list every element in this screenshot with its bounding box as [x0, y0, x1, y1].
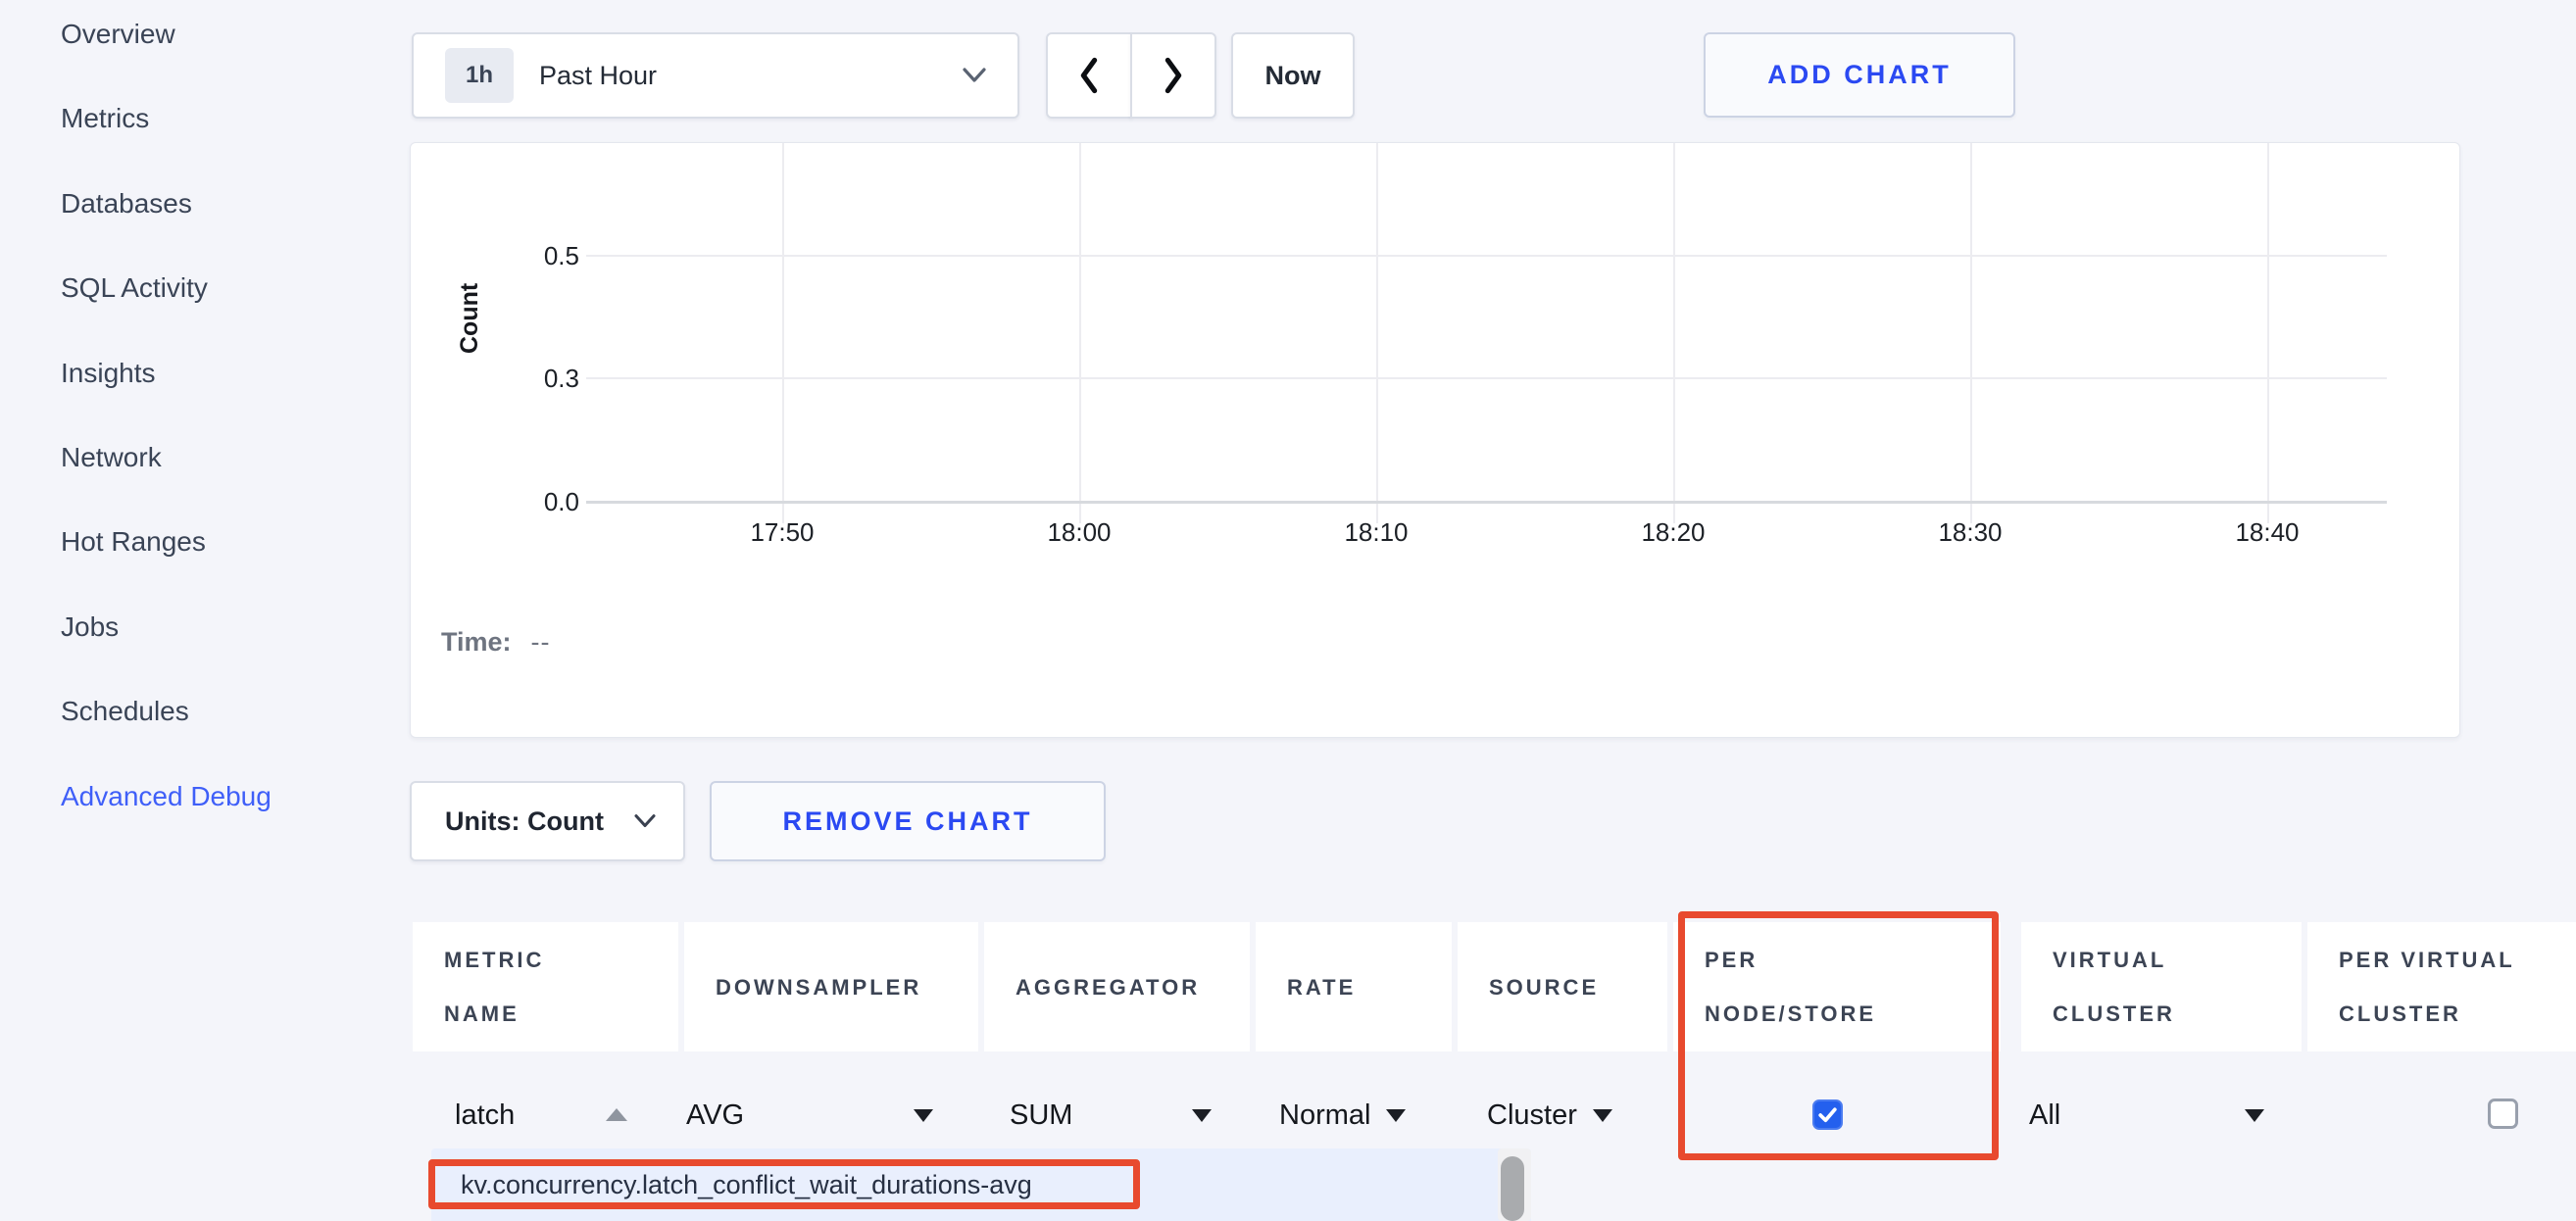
hover-time-label: Time:: [441, 627, 512, 657]
metric-name-input[interactable]: [446, 1088, 593, 1143]
gridline: [1079, 143, 1081, 523]
hover-time-readout: Time: --: [441, 627, 551, 658]
chart-card: Count 0.5 0.3 0.0 17:50 18:00 18:10 18:2…: [410, 142, 2460, 738]
remove-chart-button[interactable]: REMOVE CHART: [710, 781, 1106, 861]
column-header-per-node-store: PER NODE/STORE: [1673, 922, 2001, 1051]
column-header-source: SOURCE: [1458, 922, 1667, 1051]
sidebar-item-schedules[interactable]: Schedules: [61, 696, 189, 726]
previous-timeframe-button[interactable]: [1046, 32, 1132, 119]
x-tick-label: 18:00: [1047, 517, 1112, 547]
gridline: [2267, 143, 2269, 523]
x-tick-label: 18:30: [1938, 517, 2003, 547]
time-range-label: Past Hour: [539, 60, 658, 90]
source-select[interactable]: Cluster: [1487, 1088, 1612, 1143]
x-tick-label: 18:10: [1344, 517, 1409, 547]
chart-plot-area[interactable]: [586, 143, 2387, 523]
gridline: [1376, 143, 1378, 523]
sidebar-item-metrics[interactable]: Metrics: [61, 103, 150, 133]
rate-value: Normal: [1279, 1099, 1371, 1131]
sidebar-item-databases[interactable]: Databases: [61, 188, 192, 219]
sidebar-item-overview[interactable]: Overview: [61, 19, 175, 49]
virtual-cluster-value: All: [2029, 1099, 2061, 1131]
time-pager: [1046, 32, 1216, 119]
x-tick-label: 17:50: [750, 517, 815, 547]
caret-down-icon: [1386, 1108, 1407, 1122]
y-axis-label: Count: [456, 282, 483, 355]
sidebar-item-advanced-debug[interactable]: Advanced Debug: [61, 781, 272, 811]
caret-up-icon: [606, 1108, 627, 1121]
metric-suggestion-item[interactable]: kv.concurrency.latch_conflict_wait_durat…: [461, 1170, 1032, 1199]
gridline: [586, 255, 2387, 257]
gridline: [586, 377, 2387, 379]
aggregator-select[interactable]: SUM: [1010, 1088, 1212, 1143]
sidebar-item-sql-activity[interactable]: SQL Activity: [61, 272, 208, 303]
time-range-badge: 1h: [445, 48, 514, 103]
caret-down-icon: [1192, 1108, 1212, 1122]
column-header-per-virtual-cluster: PER VIRTUAL CLUSTER: [2307, 922, 2576, 1051]
gridline: [782, 143, 784, 523]
chevron-down-icon: [963, 68, 986, 82]
sidebar-item-hot-ranges[interactable]: Hot Ranges: [61, 526, 206, 557]
column-header-rate: RATE: [1256, 922, 1452, 1051]
x-axis-line: [586, 501, 2387, 504]
rate-select[interactable]: Normal: [1279, 1088, 1407, 1143]
caret-down-icon: [914, 1108, 933, 1122]
per-node-store-checkbox[interactable]: [1812, 1099, 1843, 1130]
column-header-aggregator: AGGREGATOR: [984, 922, 1250, 1051]
aggregator-value: SUM: [1010, 1099, 1073, 1131]
virtual-cluster-select[interactable]: All: [2029, 1088, 2264, 1143]
add-chart-button[interactable]: ADD CHART: [1704, 32, 2015, 118]
sidebar-item-network[interactable]: Network: [61, 442, 162, 472]
chevron-left-icon: [1080, 57, 1098, 94]
downsampler-value: AVG: [686, 1099, 745, 1131]
column-header-metric-name: METRIC NAME: [413, 922, 678, 1051]
now-button[interactable]: Now: [1231, 32, 1355, 119]
units-label: Units: Count: [445, 806, 604, 836]
hover-time-value: --: [530, 627, 551, 657]
source-value: Cluster: [1487, 1099, 1577, 1131]
y-tick-label: 0.3: [543, 364, 579, 393]
caret-down-icon: [1592, 1108, 1612, 1122]
dropdown-scrollbar-thumb[interactable]: [1501, 1156, 1524, 1221]
chevron-right-icon: [1164, 57, 1182, 94]
gridline: [1673, 143, 1675, 523]
y-tick-label: 0.5: [543, 241, 579, 270]
checkmark-icon: [1818, 1107, 1837, 1123]
x-tick-label: 18:20: [1641, 517, 1706, 547]
sidebar-item-jobs[interactable]: Jobs: [61, 611, 120, 642]
y-tick-label: 0.0: [543, 487, 579, 516]
time-range-selector[interactable]: 1h Past Hour: [412, 32, 1019, 119]
column-header-virtual-cluster: VIRTUAL CLUSTER: [2021, 922, 2302, 1051]
x-tick-label: 18:40: [2235, 517, 2300, 547]
gridline: [1970, 143, 1972, 523]
metric-suggestion-dropdown: kv.concurrency.latch_conflict_wait_durat…: [431, 1148, 1531, 1221]
caret-down-icon: [2245, 1108, 2264, 1122]
dropdown-scrollbar[interactable]: [1498, 1148, 1531, 1221]
chevron-down-icon: [634, 814, 656, 828]
units-selector[interactable]: Units: Count: [410, 781, 685, 861]
per-virtual-cluster-checkbox[interactable]: [2488, 1099, 2518, 1129]
next-timeframe-button[interactable]: [1130, 32, 1216, 119]
column-header-downsampler: DOWNSAMPLER: [684, 922, 978, 1051]
sidebar-item-insights[interactable]: Insights: [61, 358, 156, 388]
downsampler-select[interactable]: AVG: [686, 1088, 933, 1143]
